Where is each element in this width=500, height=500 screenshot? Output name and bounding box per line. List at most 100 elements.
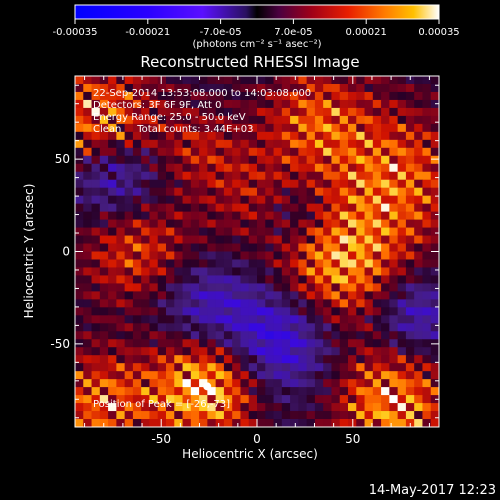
heatmap-cell [124,139,134,149]
heatmap-cell [248,355,258,364]
heatmap-cell [381,411,390,420]
heatmap-cell [422,76,432,85]
heatmap-cell [257,259,266,268]
heatmap-cell [182,203,192,213]
heatmap-cell [331,107,341,117]
heatmap-cell [314,379,324,388]
heatmap-cell [372,147,382,157]
heatmap-cell [108,171,117,181]
heatmap-cell [182,419,192,428]
heatmap-cell [381,235,390,244]
heatmap-cell [389,195,399,205]
heatmap-cell [364,299,374,308]
heatmap-cell [414,187,423,197]
heatmap-cell [273,123,283,133]
heatmap-cell [273,139,283,149]
heatmap-cell [199,403,208,412]
heatmap-cell [232,187,241,197]
heatmap-cell [273,355,283,364]
heatmap-cell [248,395,258,404]
heatmap-cell [339,179,349,189]
heatmap-cell [323,83,332,93]
colorbar-gradient [75,5,439,19]
heatmap-cell [190,219,200,228]
heatmap-cell [323,339,332,348]
heatmap-cell [207,387,217,396]
heatmap-cell [414,411,423,420]
heatmap-cell [108,283,117,292]
heatmap-cell [132,251,142,260]
footer-timestamp: 14-May-2017 12:23 [369,483,496,498]
heatmap-cell [240,283,250,292]
heatmap-cell [298,331,308,340]
heatmap-cell [223,379,233,388]
heatmap-cell [306,171,316,181]
heatmap-cell [248,99,258,109]
heatmap-cell [182,219,192,228]
heatmap-cell [331,371,341,380]
heatmap-cell [397,251,407,260]
heatmap-cell [240,83,250,93]
heatmap-cell [199,299,208,308]
heatmap-cell [397,291,407,300]
heatmap-cell [339,339,349,348]
heatmap-cell [405,139,415,149]
heatmap-cell [348,411,357,420]
heatmap-cell [157,251,167,260]
heatmap-cell [174,83,183,93]
heatmap-cell [141,339,150,348]
heatmap-cell [381,291,390,300]
heatmap-cell [372,163,382,173]
heatmap-cell [240,243,250,252]
heatmap-cell [348,235,357,244]
heatmap-cell [99,283,109,292]
heatmap-cell [298,395,308,404]
heatmap-cell [132,355,142,364]
heatmap-cell [405,299,415,308]
heatmap-cell [422,379,432,388]
heatmap-cell [339,403,349,412]
heatmap-cell [298,171,308,181]
heatmap-cell [124,211,134,220]
heatmap-cell [190,131,200,141]
heatmap-cell [265,211,274,220]
heatmap-cell [290,387,299,396]
heatmap-cell [306,259,316,268]
heatmap-cell [422,315,432,324]
heatmap-cell [422,419,432,428]
heatmap-cell [190,91,200,101]
heatmap-cell [331,323,341,332]
heatmap-cell [149,339,159,348]
heatmap-cell [273,267,283,276]
heatmap-cell [348,251,357,260]
heatmap-cell [215,283,225,292]
heatmap-cell [83,395,92,404]
heatmap-cell [356,307,365,316]
heatmap-cell [157,195,167,205]
heatmap-cell [157,387,167,396]
heatmap-cell [83,187,92,197]
heatmap-cell [422,267,432,276]
heatmap-cell [422,131,432,141]
heatmap-cell [265,187,274,197]
heatmap-cell [190,115,200,125]
heatmap-cell [99,171,109,181]
heatmap-cell [75,307,84,316]
heatmap-cell [248,387,258,396]
heatmap-cell [372,355,382,364]
heatmap-cell [124,131,134,141]
heatmap-cell [381,299,390,308]
heatmap-cell [223,307,233,316]
heatmap-cell [174,267,183,276]
heatmap-cell [157,267,167,276]
heatmap-cell [83,299,92,308]
heatmap-cell [364,395,374,404]
heatmap-cell [397,307,407,316]
heatmap-cell [422,387,432,396]
heatmap-cell [174,76,183,85]
heatmap-cell [75,139,84,149]
heatmap-cell [99,235,109,244]
heatmap-cell [141,195,150,205]
heatmap-cell [240,203,250,213]
heatmap-cell [339,83,349,93]
